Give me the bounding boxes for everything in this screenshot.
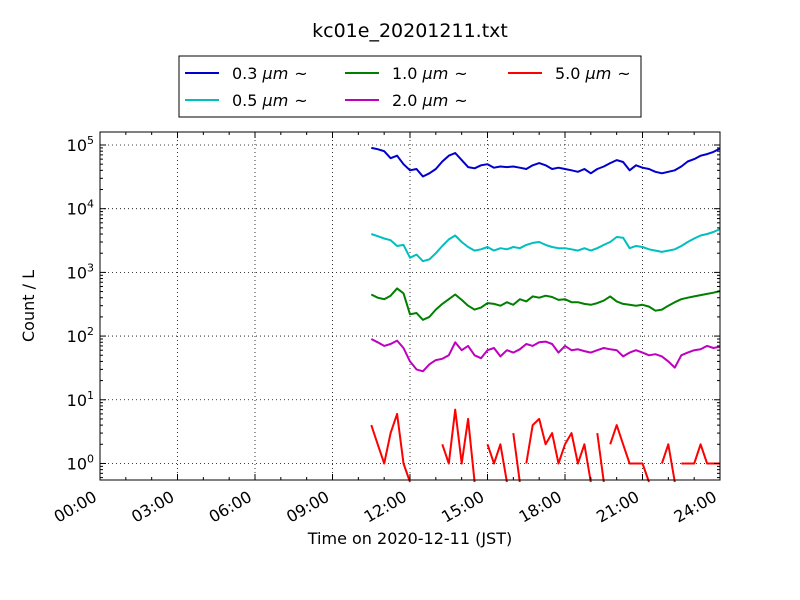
y-tick-label: 100 bbox=[67, 452, 94, 473]
grid bbox=[100, 132, 720, 480]
y-tick-labels: 100 101 102 103 104 105 bbox=[67, 134, 94, 473]
legend-label: 2.0 µm ~ bbox=[392, 91, 468, 110]
series-line-3 bbox=[370, 338, 721, 373]
x-tick-label: 06:00 bbox=[206, 487, 255, 527]
x-tick-label: 00:00 bbox=[51, 487, 100, 527]
y-tick-label: 105 bbox=[67, 134, 94, 155]
series-line-1 bbox=[370, 228, 721, 263]
x-tick-label: 21:00 bbox=[593, 487, 642, 527]
chart-title: kc01e_20201211.txt bbox=[312, 20, 508, 42]
x-tick-label: 24:00 bbox=[671, 487, 720, 527]
legend-frame bbox=[178, 55, 642, 118]
series-line-2 bbox=[370, 287, 721, 321]
series-line-4 bbox=[370, 408, 720, 483]
x-tick-label: 15:00 bbox=[438, 487, 487, 527]
x-tick-labels: 00:00 03:00 06:00 09:00 12:00 15:00 18:00 21:00… bbox=[51, 487, 720, 527]
legend-label: 5.0 µm ~ bbox=[555, 64, 631, 83]
x-tick-label: 09:00 bbox=[283, 487, 332, 527]
x-tick-label: 03:00 bbox=[128, 487, 177, 527]
axis-ticks bbox=[99, 132, 721, 480]
series-line-0 bbox=[371, 146, 721, 178]
x-axis-label: Time on 2020-12-11 (JST) bbox=[307, 529, 512, 548]
legend-label: 0.3 µm ~ bbox=[232, 64, 308, 83]
y-axis-label: Count / L bbox=[19, 270, 38, 342]
x-tick-label: 12:00 bbox=[361, 487, 410, 527]
x-tick-label: 18:00 bbox=[516, 487, 565, 527]
y-tick-label: 103 bbox=[67, 261, 94, 282]
y-tick-label: 102 bbox=[67, 325, 94, 346]
y-tick-label: 101 bbox=[67, 389, 94, 410]
legend-label: 0.5 µm ~ bbox=[232, 91, 308, 110]
legend: 0.3 µm ~ 0.5 µm ~ 1.0 µm ~ 2.0 µm ~ 5.0 µm ~ bbox=[178, 55, 642, 118]
legend-label: 1.0 µm ~ bbox=[392, 64, 468, 83]
series-lines bbox=[370, 146, 721, 483]
y-tick-label: 104 bbox=[67, 198, 94, 219]
